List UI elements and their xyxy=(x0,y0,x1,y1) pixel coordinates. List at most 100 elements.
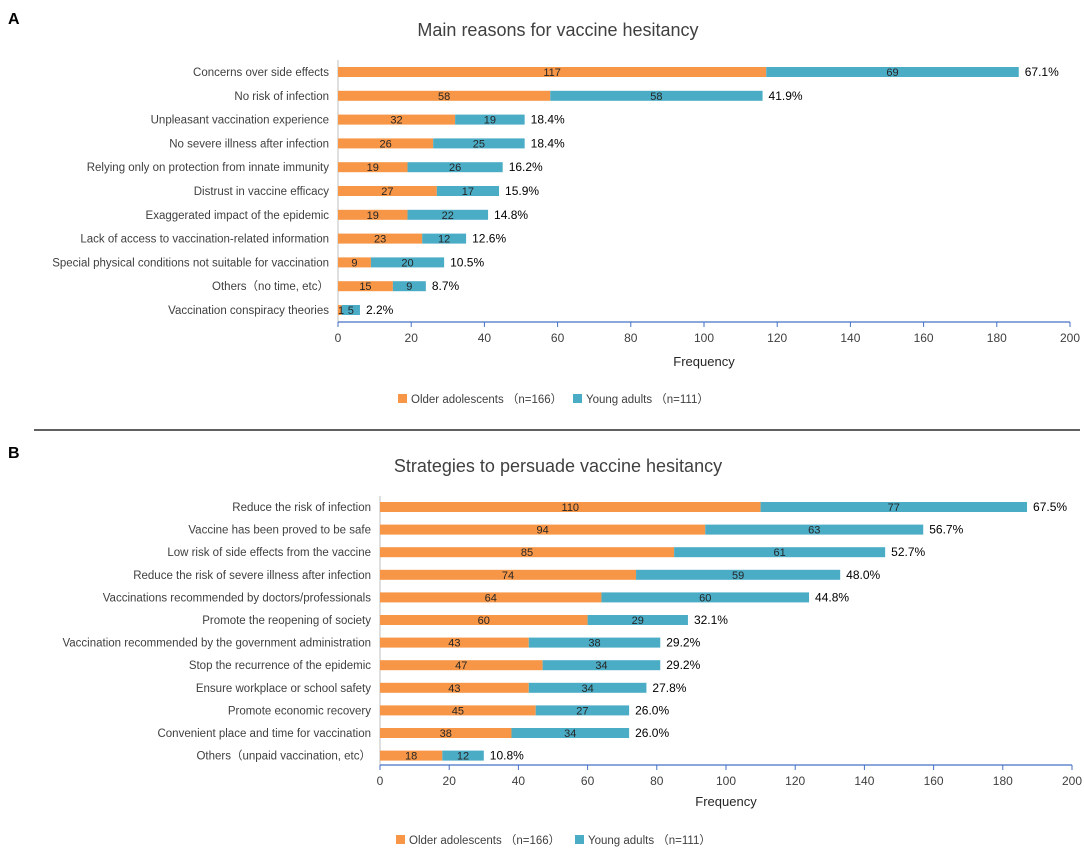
chart0-value-label-young: 12 xyxy=(438,234,450,246)
chart1-category-label: Reduce the risk of infection xyxy=(232,502,371,514)
chart1-bar-older xyxy=(380,682,529,693)
chart1-bar-older xyxy=(380,705,536,716)
chart1-percent-label: 56.7% xyxy=(929,523,963,537)
chart1-x-tick-label: 200 xyxy=(1062,774,1082,788)
chart1-bar-older xyxy=(380,637,529,648)
chart1-value-label-older: 43 xyxy=(448,683,460,695)
chart1-bar-young xyxy=(542,660,661,671)
chart1-bar-older xyxy=(380,569,637,580)
chart0-category-label: Others（no time, etc） xyxy=(212,280,329,293)
chart0-percent-label: 16.2% xyxy=(509,160,543,174)
chart0-x-tick-label: 0 xyxy=(335,331,342,345)
chart1-bar-older xyxy=(380,728,512,738)
chart0-bar-older xyxy=(338,67,767,77)
chart1-percent-label: 44.8% xyxy=(815,590,849,604)
chart1-x-tick-label: 40 xyxy=(512,774,526,788)
chart0-category-label: Distrust in vaccine efficacy xyxy=(194,186,330,198)
chart0-category-label: Unpleasant vaccination experience xyxy=(151,115,329,127)
chart1-x-tick-label: 20 xyxy=(443,774,457,788)
chart1-value-label-young: 34 xyxy=(581,683,593,695)
chart0-bar-older xyxy=(338,233,423,244)
chart0-value-label-young: 9 xyxy=(406,281,412,293)
chart1-category-label: Low risk of side effects from the vaccin… xyxy=(167,547,371,559)
chart0-bar-older xyxy=(338,162,408,173)
chart1-bar-young xyxy=(601,592,810,603)
chart1-bar-young xyxy=(528,637,661,648)
panel-b-xlabel: Frequency xyxy=(695,794,757,809)
chart1-x-tick-label: 60 xyxy=(581,774,595,788)
chart1-value-label-young: 61 xyxy=(774,547,786,559)
chart0-x-tick-label: 20 xyxy=(405,331,419,345)
chart1-bar-young xyxy=(528,682,647,693)
chart1-percent-label: 26.0% xyxy=(635,703,669,717)
chart0-value-label-older: 1 xyxy=(338,305,344,317)
chart1-bar-older xyxy=(380,615,588,625)
chart1-value-label-young: 60 xyxy=(699,592,711,604)
chart0-x-tick-label: 160 xyxy=(914,331,934,345)
chart0-x-tick-label: 40 xyxy=(478,331,492,345)
legend-b-young-label: Young adults （n=111） xyxy=(588,834,711,847)
chart0-percent-label: 67.1% xyxy=(1025,65,1059,79)
chart1-category-label: Vaccinations recommended by doctors/prof… xyxy=(103,592,372,604)
chart0-bar-young xyxy=(433,138,525,149)
chart1-percent-label: 67.5% xyxy=(1033,500,1067,514)
panel-b-plot: 0 20 40 60 80 100 120 140 160 180 200 Reduce the ri… xyxy=(62,496,1082,788)
chart0-value-label-older: 26 xyxy=(379,138,391,150)
chart0-bar-young xyxy=(455,114,525,125)
chart0-category-label: No risk of infection xyxy=(234,91,329,103)
chart0-value-label-young: 19 xyxy=(484,115,496,127)
chart1-bar-young xyxy=(535,705,630,716)
panel-b-legend: Older adolescents （n=166） Young adults （… xyxy=(396,834,711,847)
chart0-category-label: Vaccination conspiracy theories xyxy=(168,305,329,317)
chart0-value-label-young: 58 xyxy=(650,91,662,103)
chart1-value-label-young: 27 xyxy=(576,705,588,717)
legend-a-young-label: Young adults （n=111） xyxy=(586,393,709,406)
chart1-value-label-young: 12 xyxy=(457,751,469,763)
chart1-bar-young xyxy=(511,728,630,738)
legend-a-older-swatch xyxy=(398,394,407,403)
chart1-value-label-older: 47 xyxy=(455,660,467,672)
chart1-category-label: Convenient place and time for vaccinatio… xyxy=(157,728,371,740)
chart1-value-label-older: 45 xyxy=(452,705,464,717)
chart0-percent-label: 41.9% xyxy=(769,89,803,103)
chart0-category-label: Lack of access to vaccination-related in… xyxy=(80,234,329,246)
chart0-bar-young xyxy=(341,305,360,315)
chart0-value-label-older: 27 xyxy=(381,186,393,198)
chart0-x-tick-label: 80 xyxy=(624,331,638,345)
chart1-percent-label: 10.8% xyxy=(490,749,524,763)
chart0-value-label-older: 15 xyxy=(359,281,371,293)
chart1-x-tick-label: 180 xyxy=(993,774,1013,788)
chart1-value-label-older: 74 xyxy=(502,570,514,582)
chart0-x-tick-label: 60 xyxy=(551,331,565,345)
chart1-percent-label: 52.7% xyxy=(891,545,925,559)
chart0-bar-older xyxy=(338,209,408,220)
chart0-bar-older xyxy=(338,281,393,292)
chart1-category-label: Promote economic recovery xyxy=(228,705,371,717)
chart1-value-label-young: 59 xyxy=(732,570,744,582)
chart1-value-label-older: 43 xyxy=(448,638,460,650)
chart0-category-label: Exaggerated impact of the epidemic xyxy=(146,210,330,222)
chart0-bar-older xyxy=(338,114,456,125)
chart0-bar-young xyxy=(407,162,503,173)
panel-b-label: B xyxy=(8,445,20,462)
chart0-value-label-older: 117 xyxy=(543,67,561,79)
chart0-value-label-young: 26 xyxy=(449,162,461,174)
chart0-percent-label: 2.2% xyxy=(366,303,394,317)
chart0-percent-label: 14.8% xyxy=(494,208,528,222)
chart0-value-label-young: 69 xyxy=(886,67,898,79)
chart1-value-label-young: 63 xyxy=(808,525,820,537)
chart0-x-tick-label: 200 xyxy=(1060,331,1080,345)
chart0-percent-label: 8.7% xyxy=(432,279,460,293)
chart0-category-label: Concerns over side effects xyxy=(193,67,329,79)
chart1-bar-young xyxy=(442,750,484,761)
chart1-category-label: Reduce the risk of severe illness after … xyxy=(133,570,371,582)
chart1-category-label: Vaccine has been proved to be safe xyxy=(188,525,371,537)
chart1-value-label-older: 94 xyxy=(536,525,548,537)
chart0-x-tick-label: 180 xyxy=(987,331,1007,345)
chart0-bar-young xyxy=(407,209,489,220)
chart0-value-label-older: 9 xyxy=(351,257,357,269)
chart1-x-tick-label: 140 xyxy=(854,774,874,788)
chart0-x-tick-label: 100 xyxy=(694,331,714,345)
